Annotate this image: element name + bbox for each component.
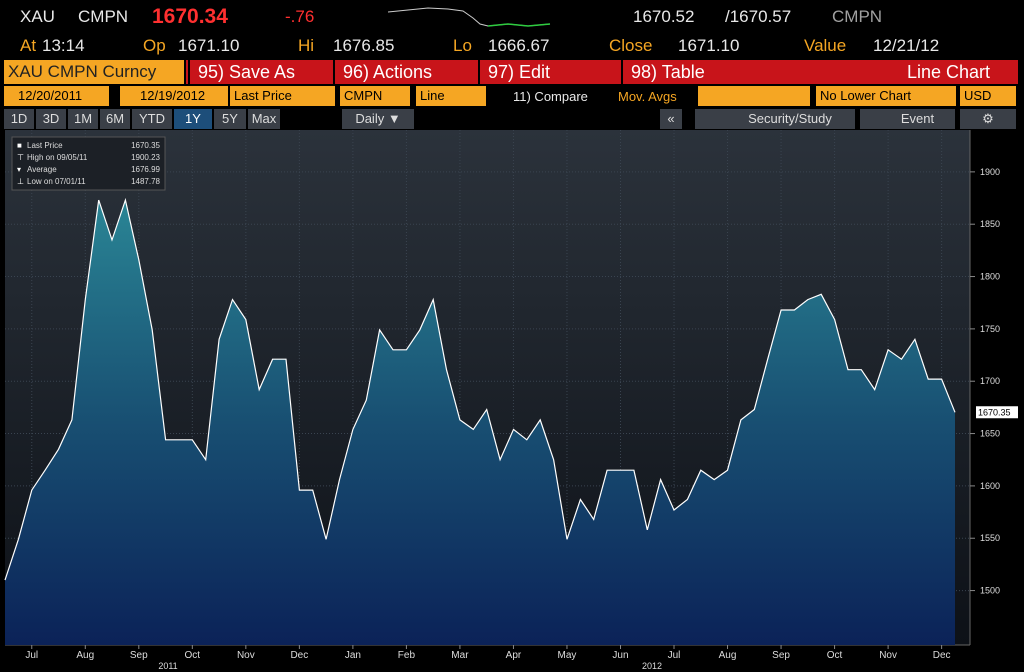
table-button[interactable]: 98) Table <box>621 60 771 84</box>
x-tick-label: Sep <box>772 650 790 661</box>
period-button[interactable]: 1Y <box>174 109 212 129</box>
close: 1671.10 <box>678 36 740 55</box>
end-date[interactable]: 12/19/2012 <box>120 86 228 106</box>
compare-button[interactable]: 11) Compare <box>513 89 588 104</box>
y-tick-label: 1600 <box>980 481 1000 491</box>
field-select[interactable]: Last Price <box>230 86 335 106</box>
period-button[interactable]: 1D <box>4 109 34 129</box>
period-button[interactable]: Max <box>248 109 280 129</box>
legend-value: 1676.99 <box>131 165 160 174</box>
open-label: Op <box>143 36 166 55</box>
x-tick-label: Aug <box>719 650 737 661</box>
legend-box <box>11 136 166 191</box>
area <box>5 200 955 645</box>
x-tick-label: Jul <box>668 650 681 661</box>
last-price: 1670.34 <box>152 5 228 28</box>
x-tick-label: Jan <box>345 650 361 661</box>
frequency-select[interactable]: Daily ▼ <box>342 109 414 129</box>
y-tick-label: 1900 <box>980 167 1000 177</box>
x-tick-label: Nov <box>879 650 897 661</box>
source2: CMPN <box>832 7 883 26</box>
x-tick-label: Apr <box>506 650 522 661</box>
value-label: Value <box>804 36 847 55</box>
y-tick-label: 1800 <box>980 272 1000 282</box>
y-tick-label: 1700 <box>980 376 1000 386</box>
last-price-tag <box>976 406 1018 419</box>
style-select[interactable]: Line <box>416 86 486 106</box>
last-price-label: 1670.35 <box>978 407 1011 417</box>
x-tick-label: Jul <box>25 650 38 661</box>
high-label: Hi <box>298 36 315 55</box>
legend-marker: ⊥ <box>17 177 24 186</box>
low: 1666.67 <box>488 36 550 55</box>
open: 1671.10 <box>178 36 240 55</box>
x-tick-label: May <box>558 650 577 661</box>
source-select[interactable]: CMPN <box>340 86 410 106</box>
period-button[interactable]: 5Y <box>214 109 246 129</box>
currency-select[interactable]: USD <box>960 86 1016 106</box>
y-tick-label: 1500 <box>980 586 1000 596</box>
period-button[interactable]: YTD <box>132 109 172 129</box>
legend-label: Last Price <box>27 141 63 150</box>
security-field[interactable]: XAU CMPN Curncy <box>4 60 184 84</box>
x-tick-label: Jun <box>612 650 628 661</box>
x-tick-label: Mar <box>451 650 469 661</box>
legend-marker: ▾ <box>17 165 21 174</box>
edit-button[interactable]: 97) Edit <box>478 60 621 84</box>
period-button[interactable]: 6M <box>100 109 130 129</box>
line <box>4 197 956 581</box>
period-button[interactable]: 3D <box>36 109 66 129</box>
source: CMPN <box>78 7 129 26</box>
legend-marker: ⊤ <box>17 153 24 162</box>
x-tick-label: Nov <box>237 650 255 661</box>
save-as-button[interactable]: 95) Save As <box>188 60 333 84</box>
ticker: XAU <box>20 7 55 26</box>
y-tick-label: 1750 <box>980 324 1000 334</box>
at-time: 13:14 <box>42 36 85 55</box>
x-tick-label: Sep <box>130 650 148 661</box>
legend-value: 1670.35 <box>131 141 160 150</box>
ask: /1670.57 <box>725 7 792 26</box>
security-study-button[interactable]: Security/Study <box>695 109 855 129</box>
high: 1676.85 <box>333 36 395 55</box>
settings-button[interactable]: ⚙ <box>960 109 1016 129</box>
legend-value: 1487.78 <box>131 177 160 186</box>
legend-marker: ■ <box>17 141 22 150</box>
y-tick-label: 1650 <box>980 429 1000 439</box>
change: -.76 <box>285 7 315 26</box>
x-tick-label: Dec <box>290 650 308 661</box>
legend-label: High on 09/05/11 <box>27 153 88 162</box>
legend-value: 1900.23 <box>131 153 160 162</box>
event-button[interactable]: Event <box>860 109 955 129</box>
x-tick-label: Feb <box>398 650 416 661</box>
action-bar <box>186 60 1018 84</box>
period-button[interactable]: 1M <box>68 109 98 129</box>
y-tick-label: 1550 <box>980 533 1000 543</box>
actions-button[interactable]: 96) Actions <box>333 60 478 84</box>
low-label: Lo <box>453 36 472 55</box>
at-label: At <box>20 36 37 55</box>
legend-label: Low on 07/01/11 <box>27 177 86 186</box>
legend-label: Average <box>27 165 57 174</box>
x-tick-label: Oct <box>827 650 843 661</box>
mov-avgs-field[interactable] <box>698 86 810 106</box>
sparkline <box>388 7 551 27</box>
y-tick-label: 1850 <box>980 219 1000 229</box>
collapse-button[interactable]: « <box>660 109 682 129</box>
x-tick-label: Aug <box>76 650 94 661</box>
start-date[interactable]: 12/20/2011 <box>4 86 109 106</box>
view-name: Line Chart <box>907 62 991 82</box>
x-tick-label: Dec <box>933 650 951 661</box>
x-tick-label: Oct <box>185 650 201 661</box>
lower-chart-select[interactable]: No Lower Chart <box>816 86 956 106</box>
value-date: 12/21/12 <box>873 36 940 55</box>
close-label: Close <box>609 36 653 55</box>
bid: 1670.52 <box>633 7 695 26</box>
x-group-label: 2012 <box>642 661 662 671</box>
mov-avgs-label: Mov. Avgs <box>618 89 677 104</box>
x-group-label: 2011 <box>158 661 177 671</box>
